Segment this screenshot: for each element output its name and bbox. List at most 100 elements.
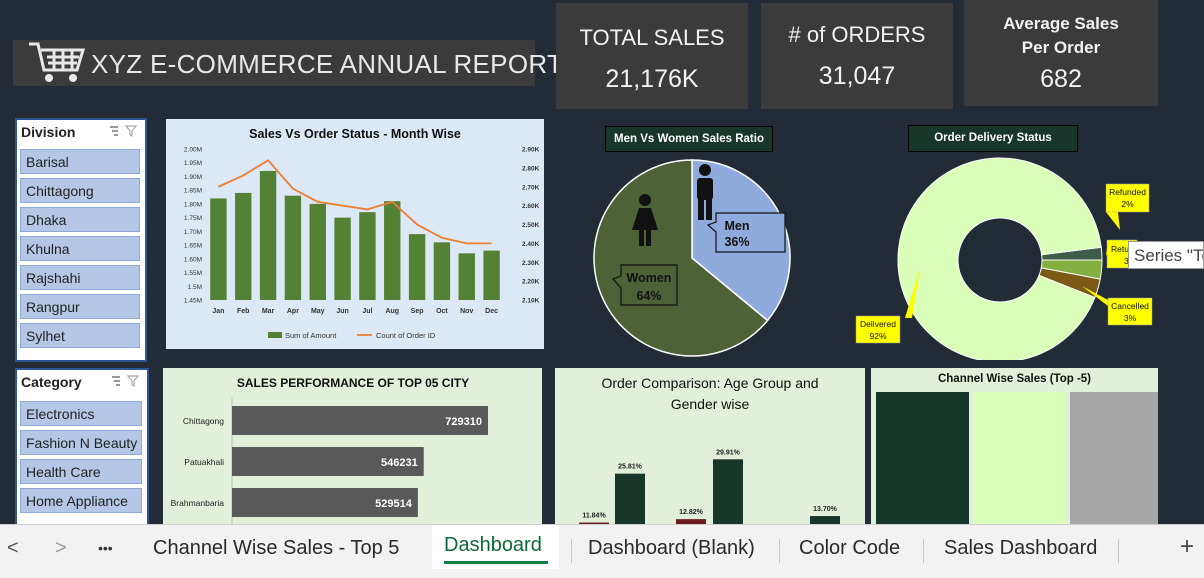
more-sheets-button[interactable]: ••• [98,540,113,556]
month-tick: Dec [485,308,498,315]
month-bar[interactable] [259,170,277,300]
slicer-item-home-appliance[interactable]: Home Appliance [20,488,142,513]
channel-sales-chart[interactable]: Channel Wise Sales (Top -5) [871,368,1158,538]
right-axis-tick: 2.80K [522,165,540,172]
category-slicer: Category Electronics Fashion N Beauty He… [15,368,149,542]
slicer-item-khulna[interactable]: Khulna [20,236,140,261]
division-slicer: Division Barisal Chittagong Dhaka Khulna… [15,118,147,362]
age-group-value-label: 12.82% [679,509,704,516]
man-icon [697,164,713,220]
month-bar[interactable] [284,195,302,300]
slicer-item-rajshahi[interactable]: Rajshahi [20,265,140,290]
delivered-value: 92% [869,331,886,341]
month-tick: Jan [212,308,224,315]
women-label: Women [627,271,672,285]
donut-slice-delivered[interactable] [897,157,1102,360]
channel-bar[interactable] [973,392,1066,538]
slicer-filter-icons[interactable] [109,125,139,137]
refunded-label: Refunded [1109,187,1146,197]
slicer-item-dhaka[interactable]: Dhaka [20,207,140,232]
kpi-label-line2: Per Order [1021,38,1101,57]
delivered-callout: Delivered 92% [855,268,920,344]
slicer-item-barisal[interactable]: Barisal [20,149,140,174]
city-bar[interactable] [232,406,488,435]
kpi-label: # of ORDERS [788,22,926,47]
kpi-value: 31,047 [818,62,896,90]
top-city-chart[interactable]: SALES PERFORMANCE OF TOP 05 CITY Chittag… [163,368,542,538]
left-axis-tick: 1.5M [188,284,202,291]
right-axis-tick: 2.60K [522,203,540,210]
delivery-status-chart[interactable]: Order Delivery Status Refunded 2% Retu 3… [850,118,1204,360]
city-label: Patuakhali [184,457,224,467]
cancelled-label: Cancelled [1111,301,1149,311]
legend-label-count: Count of Order ID [376,331,436,340]
left-axis-tick: 1.80M [184,201,202,208]
order-count-line[interactable] [218,159,492,245]
add-sheet-button[interactable]: + [1180,533,1195,560]
tab-dashboard[interactable]: Dashboard [444,534,542,556]
month-bar[interactable] [309,203,326,300]
women-callout: Women 64% [611,264,678,306]
right-axis-tick: 2.10K [522,298,540,305]
month-bar[interactable] [359,212,376,300]
chart-title: SALES PERFORMANCE OF TOP 05 CITY [237,376,469,390]
month-bar[interactable] [458,253,475,300]
age-group-value-label: 25.81% [618,464,643,471]
channel-bar[interactable] [876,392,969,538]
city-value-label: 529514 [375,498,413,510]
slicer-item-electronics[interactable]: Electronics [20,401,142,426]
month-bar[interactable] [235,192,252,300]
slicer-item-health-care[interactable]: Health Care [20,459,142,484]
returned-label: Retu [1111,244,1129,254]
chart-title: Order Delivery Status [908,125,1078,152]
tab-divider [779,539,780,563]
month-tick: Feb [237,308,249,315]
prev-sheet-button[interactable]: < [7,537,19,559]
left-axis-tick: 1.90M [184,174,202,181]
tab-sales-dashboard[interactable]: Sales Dashboard [944,537,1098,559]
city-bar[interactable] [232,488,418,517]
right-axis-tick: 2.90K [522,147,540,154]
refunded-callout: Refunded 2% [1105,183,1150,230]
month-tick: Apr [287,308,299,315]
sales-vs-order-chart[interactable]: Sales Vs Order Status - Month Wise 1.45M… [166,119,544,349]
left-axis-tick: 1.95M [184,160,202,167]
chart-tooltip: Series "To [1128,241,1204,269]
pie-slice-women[interactable] [593,159,769,357]
next-sheet-button[interactable]: > [55,537,67,559]
tab-channel-wise-sales[interactable]: Channel Wise Sales - Top 5 [153,537,400,559]
tab-color-code[interactable]: Color Code [799,537,901,559]
city-label: Brahmanbaria [171,498,225,508]
city-label: Chittagong [183,416,224,426]
division-slicer-title: Division [21,124,76,140]
right-axis-tick: 2.30K [522,260,540,267]
right-axis-tick: 2.40K [522,241,540,248]
age-gender-chart[interactable]: Order Comparison: Age Group and Gender w… [555,368,865,564]
report-title: XYZ E-COMMERCE ANNUAL REPORT [91,49,564,79]
month-bar[interactable] [384,201,401,300]
men-value: 36% [724,235,749,249]
slicer-item-fashion[interactable]: Fashion N Beauty [20,430,142,455]
month-bar[interactable] [210,198,227,300]
channel-bar[interactable] [1070,392,1158,538]
city-bar[interactable] [232,447,424,476]
slicer-item-rangpur[interactable]: Rangpur [20,294,140,319]
sales-vs-order-chart-svg: Sales Vs Order Status - Month Wise 1.45M… [184,127,540,340]
month-bar[interactable] [433,242,451,300]
left-axis-tick: 1.85M [184,188,202,195]
delivery-donut-svg: Refunded 2% Retu 3 Cancelled 3% Delivere… [855,157,1153,360]
men-callout: Men 36% [706,212,786,253]
gender-sales-chart[interactable]: Men Vs Women Sales Ratio Men 36% Women 6… [555,118,845,360]
sheet-tab-bar: < > ••• Channel Wise Sales - Top 5 Dashb… [0,524,1204,578]
month-tick: Nov [460,308,473,315]
month-bar[interactable] [408,234,426,300]
left-axis-tick: 1.65M [184,243,202,250]
month-tick: May [311,308,325,315]
slicer-filter-icons[interactable] [111,375,141,387]
month-bar[interactable] [334,217,351,300]
tab-dashboard-blank[interactable]: Dashboard (Blank) [588,537,755,559]
slicer-item-chittagong[interactable]: Chittagong [20,178,140,203]
month-bar[interactable] [483,250,500,300]
cancelled-callout: Cancelled 3% [1082,286,1153,326]
slicer-item-sylhet[interactable]: Sylhet [20,323,140,348]
